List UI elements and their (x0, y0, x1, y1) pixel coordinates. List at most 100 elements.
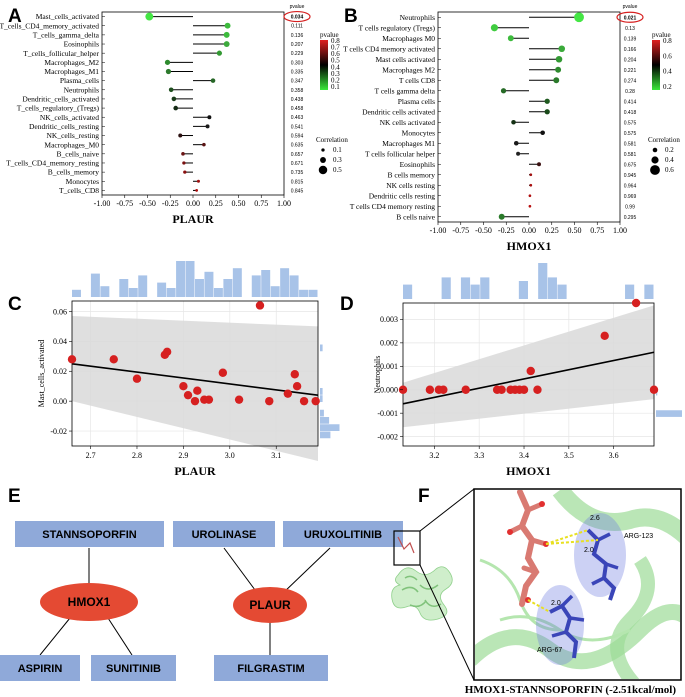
pvalue-label: 0.735 (291, 170, 304, 176)
cell-type-label: Dendritic cells resting (369, 191, 435, 200)
residue-arg67-sticks (549, 603, 579, 659)
hbond-distance-2: 2.0 (584, 547, 594, 554)
lollipop-dot (553, 77, 560, 84)
pvalue-header: pvalue (290, 4, 305, 10)
cell-type-label: T_cells_regulatory_(Tregs) (17, 104, 100, 113)
scatter-point (425, 385, 435, 394)
pvalue-label: 0.575 (624, 131, 637, 137)
scatter-point (311, 396, 320, 406)
scatter-point (519, 385, 529, 394)
legend-size-dot (651, 156, 659, 164)
drug-box-urolinase (173, 521, 275, 547)
pvalue-label: 0.414 (624, 99, 637, 105)
cell-type-label: Macrophages M1 (382, 139, 435, 148)
cell-type-label: Plasma cells (398, 97, 435, 106)
plot-frame (437, 11, 621, 223)
marginal-hist-bar-x (538, 263, 548, 299)
marginal-hist-bar-x (100, 286, 110, 297)
x-tick-label: 3.1 (271, 451, 281, 460)
pvalue-label: 0.13 (625, 26, 635, 32)
regression-line (402, 351, 655, 405)
scatter-point (461, 385, 470, 394)
scatter-point (631, 298, 641, 308)
gene-node-hmox1 (40, 583, 138, 621)
marginal-hist-bar-x (308, 289, 318, 297)
x-axis-title: PLAUR (174, 464, 216, 478)
cell-type-label: T cells CD8 (399, 76, 435, 85)
pvalue-label: 0.274 (624, 78, 637, 84)
y-tick-label: 0.00 (53, 397, 67, 406)
residue-surface-arg123 (574, 513, 626, 597)
gene-label-plaur: PLAUR (249, 598, 291, 612)
pvalue-label: 0.229 (291, 51, 304, 57)
legend-color-tick: 0.8 (331, 37, 340, 45)
residue-surface-arg67 (536, 585, 584, 665)
cell-type-label: Mast_cells_activated (36, 12, 100, 21)
lollipop-dot (181, 152, 185, 156)
y-tick-label: -0.002 (377, 432, 398, 441)
zoom-line-bottom (419, 564, 475, 681)
pvalue-label: 0.111 (291, 24, 303, 30)
x-tick-label: 0.50 (568, 226, 582, 235)
residue-label-arg123: ARG-123 (624, 533, 653, 540)
legend-size-title: Correlation (648, 136, 680, 144)
cell-type-label: NK cells activated (380, 118, 436, 127)
marginal-hist-bar-x (557, 284, 567, 299)
lollipop-dot (511, 119, 516, 125)
pvalue-highlight-circle (283, 10, 311, 23)
marginal-hist-bar-x (204, 271, 214, 297)
scatter-point (526, 366, 535, 376)
lollipop-dot (207, 115, 212, 120)
x-tick-label: 2.7 (86, 451, 96, 460)
x-tick-label: 3.6 (609, 451, 619, 460)
x-tick-label: 0.00 (522, 226, 536, 235)
cell-type-label: T cells gamma delta (375, 86, 436, 95)
panel-letter-e: E (8, 486, 21, 507)
pvalue-label: 0.575 (624, 120, 637, 126)
panel-letter-c: C (8, 294, 22, 315)
pvalue-label: 0.28 (625, 89, 635, 95)
cell-type-label: Macrophages M0 (382, 34, 435, 43)
y-tick-label: 0.002 (380, 339, 398, 348)
pvalue-label: 0.815 (291, 179, 304, 185)
zoom-region-box (393, 530, 421, 566)
pvalue-label: 0.657 (291, 152, 304, 158)
legend-size-dot (320, 157, 326, 163)
marginal-hist-bar-x (72, 289, 81, 297)
pvalue-label: 0.221 (624, 68, 637, 74)
cell-type-label: Neutrophils (400, 13, 435, 22)
legend-size-dot (321, 148, 325, 152)
marginal-hist-bar-y (320, 395, 323, 402)
cell-type-label: T_cells_follicular_helper (23, 49, 99, 58)
cell-type-label: Dendritic_cells_resting (29, 122, 99, 131)
regression-line (71, 362, 319, 396)
x-tick-label: -0.25 (498, 226, 515, 235)
lollipop-dot (196, 179, 200, 183)
pvalue-label: 0.845 (291, 188, 304, 194)
legend-size-label: 0.4 (665, 156, 674, 164)
cell-type-label: Macrophages_M2 (44, 58, 99, 67)
scatter-chart-c: 2.7 2.8 2.9 3.0 3.1 -0.02 0.00 0.02 0.04 0.06 PLAU… (37, 261, 340, 478)
marginal-hist-bar-y (320, 424, 340, 431)
edge-hmox1-aspirin (39, 617, 71, 656)
edge-plaur-urolinase (223, 547, 259, 595)
y-tick-label: 0.06 (53, 307, 67, 316)
pvalue-label: 0.347 (291, 79, 304, 85)
pvalue-label: 0.969 (624, 194, 637, 200)
legend-size-dot (318, 165, 328, 175)
lollipop-dot (528, 204, 532, 208)
cell-type-label: NK_cells_activated (40, 113, 99, 122)
y-tick-label: 0.003 (380, 315, 398, 324)
edge-plaur-uruxolitinib (281, 547, 331, 595)
y-tick-label: 0.04 (53, 337, 67, 346)
marginal-hist-bar-x (280, 268, 290, 297)
lollipop-dot (500, 88, 507, 94)
cell-type-label: T cells CD4 memory activated (343, 44, 435, 53)
x-tick-label: -0.75 (452, 226, 469, 235)
pvalue-label: 0.166 (624, 47, 637, 53)
lollipop-dot (182, 161, 186, 165)
scatter-point (299, 396, 309, 406)
lollipop-dot (490, 24, 499, 32)
gene-label-hmox1: HMOX1 (68, 595, 111, 609)
lollipop-dot (540, 130, 545, 136)
